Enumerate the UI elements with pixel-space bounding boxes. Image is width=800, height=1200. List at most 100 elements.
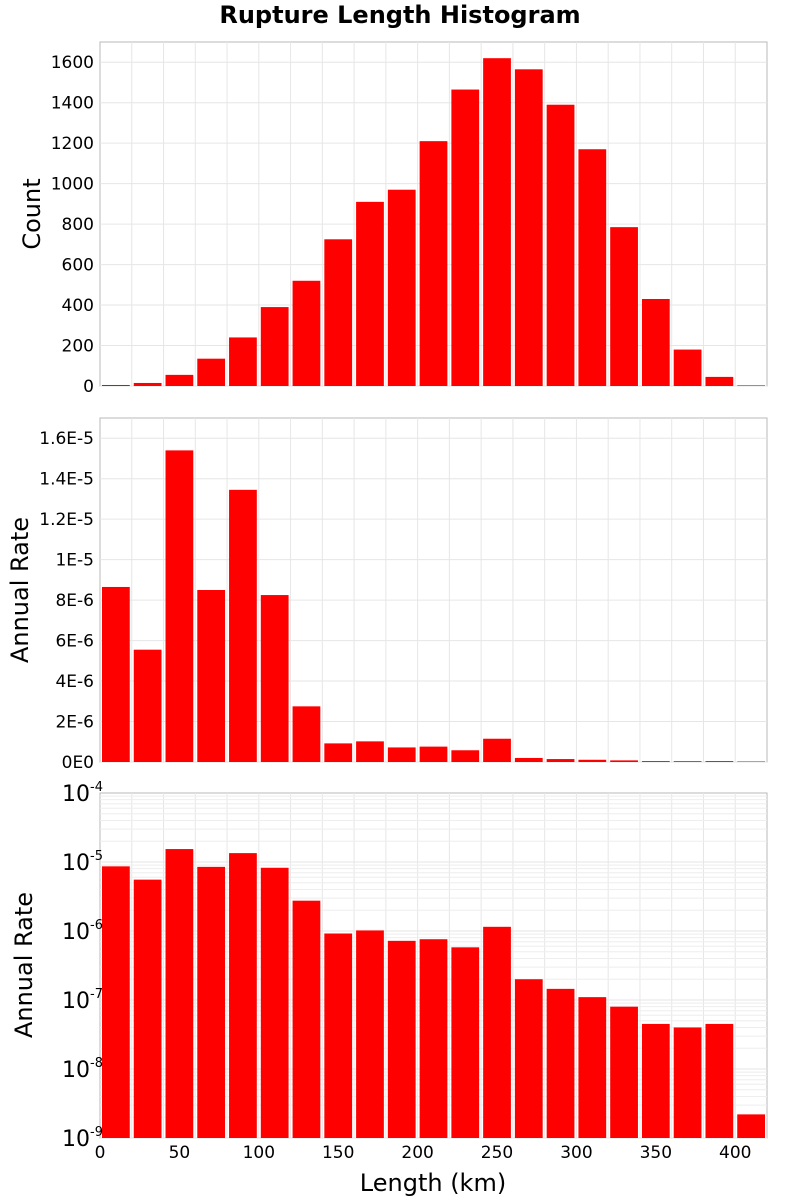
panel-1-y-tick-label: 1.6E-5 bbox=[39, 429, 94, 449]
panel-0-bar-370 bbox=[673, 349, 702, 386]
panel-1-y-tick-label: 0E0 bbox=[62, 753, 94, 773]
panel-0-bar-390 bbox=[705, 376, 734, 386]
panel-2-bar-90 bbox=[229, 853, 257, 1138]
panel-0-bar-30 bbox=[133, 382, 162, 386]
panel-0-bar-70 bbox=[197, 358, 226, 386]
panel-1-bar-210 bbox=[419, 746, 448, 762]
panel-0-y-tick-label: 1400 bbox=[51, 94, 94, 114]
panel-1-bar-190 bbox=[387, 747, 416, 762]
panel-1-y-tick-label: 2E-6 bbox=[55, 713, 94, 733]
panel-0-y-tick-label: 1000 bbox=[51, 175, 94, 195]
panel-0-bar-110 bbox=[260, 307, 289, 386]
panel-1-bar-230 bbox=[451, 750, 480, 762]
panel-0-bar-290 bbox=[546, 104, 575, 387]
panel-2-bar-10 bbox=[102, 866, 130, 1138]
panel-2-bar-370 bbox=[673, 1027, 702, 1138]
top-y-axis-label: Count bbox=[18, 178, 46, 249]
panel-1-bar-150 bbox=[324, 743, 353, 762]
panel-0-y-tick-label: 600 bbox=[62, 256, 94, 276]
panel-2-bar-270 bbox=[514, 979, 543, 1138]
panel-2-y-tick-label: 10-5 bbox=[62, 849, 103, 876]
panel-1-bar-130 bbox=[292, 706, 321, 762]
panel-1-bar-10 bbox=[102, 586, 130, 762]
bars-layer bbox=[102, 58, 765, 1138]
panel-0-y-tick-label: 1200 bbox=[51, 134, 94, 154]
x-tick-label: 50 bbox=[169, 1143, 191, 1163]
panel-1-y-tick-label: 4E-6 bbox=[55, 672, 94, 692]
panel-0-y-tick-label: 400 bbox=[62, 296, 94, 316]
panel-2-bar-250 bbox=[483, 926, 511, 1138]
panel-1-bar-30 bbox=[133, 649, 162, 762]
panel-0-bar-310 bbox=[578, 149, 607, 386]
panel-2-bar-70 bbox=[197, 866, 226, 1138]
panel-0-bar-210 bbox=[419, 141, 448, 386]
panel-0-bar-190 bbox=[387, 189, 416, 386]
x-tick-label: 150 bbox=[322, 1143, 354, 1163]
panel-2-y-tick-label: 10-4 bbox=[62, 780, 103, 807]
panel-2-bar-330 bbox=[610, 1006, 638, 1138]
panel-2-bar-150 bbox=[324, 933, 353, 1138]
panel-2-bar-170 bbox=[356, 930, 384, 1138]
x-tick-label: 0 bbox=[95, 1143, 106, 1163]
panel-0-y-tick-label: 200 bbox=[62, 337, 94, 357]
x-tick-label: 250 bbox=[481, 1143, 513, 1163]
panel-1-bar-310 bbox=[578, 759, 607, 762]
panel-2-y-tick-label: 10-8 bbox=[62, 1056, 103, 1083]
panel-2-bar-30 bbox=[133, 879, 162, 1138]
panel-2-y-tick-label: 10-7 bbox=[62, 987, 103, 1014]
chart-title: Rupture Length Histogram bbox=[219, 1, 580, 29]
panel-1-bar-270 bbox=[514, 757, 543, 762]
panel-0-bar-350 bbox=[641, 298, 670, 386]
panel-1-y-tick-label: 1E-5 bbox=[55, 551, 94, 571]
panel-2-y-tick-label: 10-6 bbox=[62, 918, 103, 945]
panel-1-bar-70 bbox=[197, 590, 226, 762]
x-tick-label: 300 bbox=[560, 1143, 592, 1163]
x-tick-label: 100 bbox=[243, 1143, 275, 1163]
panel-2-bar-230 bbox=[451, 947, 480, 1138]
panel-0-bar-50 bbox=[165, 374, 194, 386]
panel-1-bar-370 bbox=[673, 761, 702, 762]
x-axis-label: Length (km) bbox=[360, 1169, 506, 1197]
panel-2-y-tick-label: 10-9 bbox=[62, 1125, 103, 1152]
panel-2-bar-390 bbox=[705, 1023, 734, 1138]
panel-2-bar-310 bbox=[578, 997, 607, 1138]
panel-1-y-tick-label: 1.4E-5 bbox=[39, 470, 94, 490]
panel-1-y-tick-label: 6E-6 bbox=[55, 632, 94, 652]
panel-1-y-tick-label: 8E-6 bbox=[55, 591, 94, 611]
panel-0-bar-10 bbox=[102, 384, 130, 386]
panel-2-bar-210 bbox=[419, 939, 448, 1138]
panel-1-y-tick-label: 1.2E-5 bbox=[39, 510, 94, 530]
panel-1-bar-290 bbox=[546, 759, 575, 762]
panel-0-bar-170 bbox=[356, 201, 384, 386]
panel-2-bar-290 bbox=[546, 988, 575, 1138]
panel-0-bar-230 bbox=[451, 89, 480, 386]
panel-2-bar-130 bbox=[292, 900, 321, 1138]
panel-2-bar-50 bbox=[165, 849, 194, 1138]
panel-2-bar-410 bbox=[737, 1114, 765, 1138]
panel-0-y-tick-label: 0 bbox=[83, 377, 94, 397]
panel-0-bar-130 bbox=[292, 280, 321, 386]
panel-1-bar-390 bbox=[705, 761, 734, 762]
panel-0-bar-410 bbox=[737, 385, 765, 386]
panel-2-bar-190 bbox=[387, 940, 416, 1138]
panel-1-bar-50 bbox=[165, 450, 194, 762]
panel-0-y-tick-label: 800 bbox=[62, 215, 94, 235]
panel-2-bar-350 bbox=[641, 1023, 670, 1138]
panel-1-bar-110 bbox=[260, 595, 289, 762]
panel-0-bar-250 bbox=[483, 58, 511, 387]
panel-0-bar-90 bbox=[229, 337, 257, 386]
x-tick-label: 200 bbox=[401, 1143, 433, 1163]
panel-1-bar-90 bbox=[229, 489, 257, 762]
panel-1-bar-350 bbox=[641, 761, 670, 762]
panel-1-bar-330 bbox=[610, 760, 638, 762]
panel-1-bar-170 bbox=[356, 741, 384, 762]
panel-2-bar-110 bbox=[260, 867, 289, 1138]
panel-0-y-tick-label: 1600 bbox=[51, 53, 94, 73]
x-tick-label: 350 bbox=[640, 1143, 672, 1163]
bottom-y-axis-label: Annual Rate bbox=[10, 892, 38, 1038]
panel-0-bar-150 bbox=[324, 239, 353, 386]
panel-1-bar-250 bbox=[483, 738, 511, 762]
middle-y-axis-label: Annual Rate bbox=[6, 517, 34, 663]
